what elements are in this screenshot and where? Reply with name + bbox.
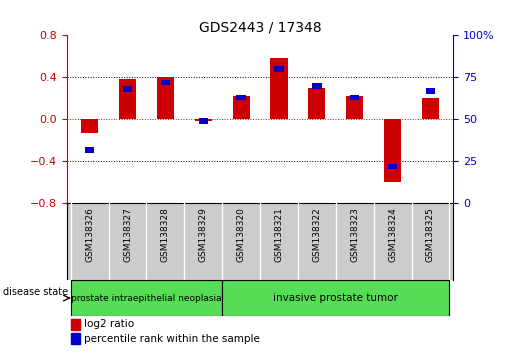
Text: invasive prostate tumor: invasive prostate tumor — [273, 293, 398, 303]
Bar — [236, 95, 246, 101]
Text: GSM138325: GSM138325 — [426, 207, 435, 262]
Text: GSM138329: GSM138329 — [199, 207, 208, 262]
Text: log2 ratio: log2 ratio — [84, 319, 134, 329]
Bar — [119, 80, 136, 119]
Bar — [422, 98, 439, 119]
Bar — [350, 95, 359, 101]
Bar — [308, 88, 325, 119]
Text: GSM138328: GSM138328 — [161, 207, 170, 262]
Bar — [195, 119, 212, 121]
Bar — [346, 96, 363, 119]
Bar — [81, 119, 98, 133]
Bar — [71, 333, 80, 344]
Bar — [426, 88, 435, 94]
Bar — [199, 118, 208, 124]
Text: GSM138320: GSM138320 — [236, 207, 246, 262]
Title: GDS2443 / 17348: GDS2443 / 17348 — [199, 20, 321, 34]
Bar — [274, 66, 284, 72]
FancyBboxPatch shape — [71, 280, 222, 316]
Text: GSM138323: GSM138323 — [350, 207, 359, 262]
Bar — [233, 96, 250, 119]
Bar — [85, 147, 94, 153]
Bar — [388, 164, 398, 169]
Text: GSM138326: GSM138326 — [85, 207, 94, 262]
Text: percentile rank within the sample: percentile rank within the sample — [84, 334, 260, 344]
Text: disease state: disease state — [3, 287, 67, 297]
Text: GSM138324: GSM138324 — [388, 207, 397, 262]
Bar — [312, 83, 321, 89]
Bar — [71, 319, 80, 330]
Bar — [270, 58, 287, 119]
Bar — [157, 78, 174, 119]
Bar — [384, 119, 401, 182]
Bar — [161, 80, 170, 85]
FancyBboxPatch shape — [222, 280, 450, 316]
Text: prostate intraepithelial neoplasia: prostate intraepithelial neoplasia — [71, 293, 222, 303]
Text: GSM138327: GSM138327 — [123, 207, 132, 262]
Text: GSM138322: GSM138322 — [313, 207, 321, 262]
Bar — [123, 86, 132, 92]
Text: GSM138321: GSM138321 — [274, 207, 284, 262]
